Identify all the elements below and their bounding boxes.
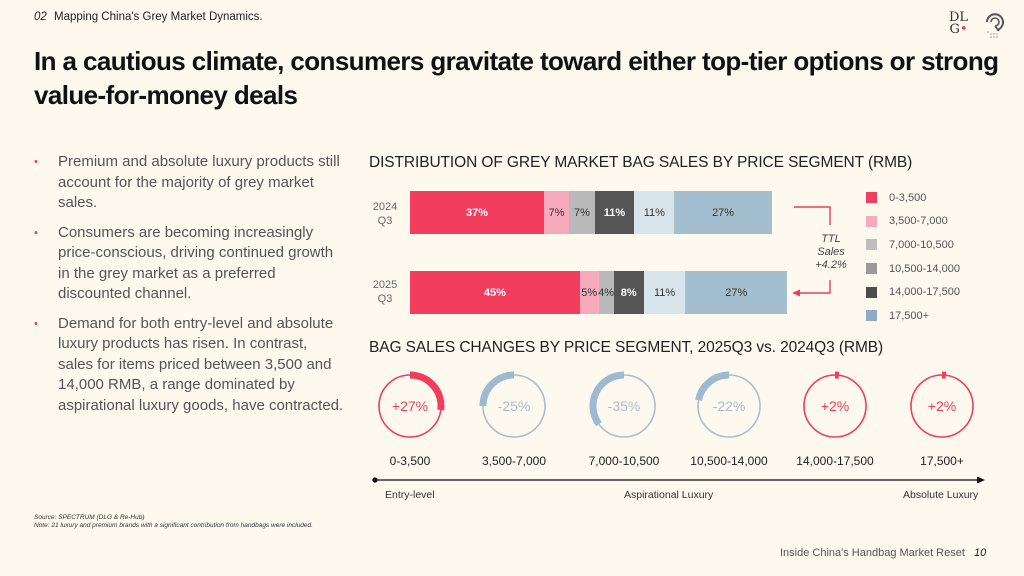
gauge-5: +2% xyxy=(795,366,875,446)
bar-segment-2: 7% xyxy=(543,191,570,234)
gauge-arc xyxy=(589,371,625,427)
bullet-text: Premium and absolute luxury products sti… xyxy=(58,153,340,211)
segment-label: 10,500-14,000 xyxy=(690,454,768,468)
bar-segment-3: 7% xyxy=(569,191,595,234)
page-number: 10 xyxy=(973,547,987,559)
section-title: Mapping China's Grey Market Dynamics. xyxy=(54,11,263,23)
gauge-2: -25% xyxy=(474,366,554,446)
page-title: In a cautious climate, consumers gravita… xyxy=(34,46,999,110)
segment-label: 14,000-17,500 xyxy=(796,454,874,468)
legend-swatch xyxy=(866,310,877,322)
gauge-value: +2% xyxy=(927,398,957,414)
bullet-text: Demand for both entry-level and absolute… xyxy=(58,314,344,414)
year-label-year: 2025 xyxy=(372,279,398,291)
legend-label: 7,000-10,500 xyxy=(889,238,954,251)
year-label-2025: 2025 Q3 xyxy=(370,278,400,306)
gauge-value: +27% xyxy=(391,398,429,414)
bar-segment-5: 11% xyxy=(634,191,675,234)
annotation-line: TTL xyxy=(821,233,841,245)
bar-segment-3: 4% xyxy=(598,271,614,314)
bullet-marker: • xyxy=(34,226,38,239)
legend-label: 0-3,500 xyxy=(889,191,927,204)
logo-dot: • xyxy=(959,22,968,37)
bullet-item: • Premium and absolute luxury products s… xyxy=(34,152,344,214)
bullet-marker: • xyxy=(34,156,38,168)
chart-legend: 0-3,500 3,500-7,000 7,000-10,500 10,500-14,… xyxy=(866,186,960,328)
legend-swatch xyxy=(866,286,877,298)
logo-text-bottom: G xyxy=(949,22,960,37)
bullet-item: • Consumers are becoming increasingly pr… xyxy=(34,223,344,305)
deck-title: Inside China's Handbag Market Reset xyxy=(780,547,965,559)
gauge-arc xyxy=(409,371,445,411)
legend-label: 10,500-14,000 xyxy=(889,262,960,275)
gauge-value: -35% xyxy=(607,398,641,414)
bar-segment-2: 5% xyxy=(579,271,599,314)
price-axis-arrow xyxy=(372,476,985,484)
bullet-list: • Premium and absolute luxury products s… xyxy=(34,152,344,425)
year-label-2024: 2024 Q3 xyxy=(370,200,400,228)
section-heading: 02 Mapping China's Grey Market Dynamics. xyxy=(34,11,263,23)
gauge-arc xyxy=(479,371,515,407)
axis-label-aspirational: Aspirational Luxury xyxy=(624,489,714,501)
year-label-year: 2024 xyxy=(372,201,398,213)
bar-segment-4: 11% xyxy=(594,191,635,234)
bar-2024-q3: 37% 7% 7% 11% 11% 27% xyxy=(410,191,772,234)
gauge-3: -35% xyxy=(584,366,664,446)
legend-label: 14,000-17,500 xyxy=(889,286,960,299)
legend-swatch xyxy=(866,239,877,251)
distribution-chart-title: DISTRIBUTION OF GREY MARKET BAG SALES BY… xyxy=(369,154,913,171)
gauge-6: +2% xyxy=(902,366,982,446)
bar-segment-1: 45% xyxy=(410,271,580,314)
bar-2025-q3: 45% 5% 4% 8% 11% 27% xyxy=(410,271,788,314)
bullet-text: Consumers are becoming increasingly pric… xyxy=(58,223,334,303)
changes-chart-title: BAG SALES CHANGES BY PRICE SEGMENT, 2025… xyxy=(369,339,884,356)
legend-item: 14,000-17,500 xyxy=(866,280,960,304)
bar-segment-6: 27% xyxy=(674,191,772,234)
legend-swatch xyxy=(866,215,877,227)
legend-item: 0-3,500 xyxy=(866,186,960,210)
bar-segment-1: 37% xyxy=(410,191,544,234)
page-footer: Inside China's Handbag Market Reset 10 xyxy=(780,547,986,559)
gauge-4: -22% xyxy=(689,366,769,446)
logo-text-top: DL xyxy=(949,10,969,25)
annotation-line: Sales xyxy=(817,246,845,258)
gauge-value: -22% xyxy=(712,398,746,414)
segment-label: 17,500+ xyxy=(920,454,964,468)
source-note: Source: SPECTRUM (DLG & Re-Hub) xyxy=(34,514,145,521)
bullet-marker: • xyxy=(34,317,38,330)
legend-label: 17,500+ xyxy=(889,309,930,322)
gauge-1: +27% xyxy=(370,366,450,446)
year-label-quarter: Q3 xyxy=(377,293,393,305)
legend-item: 10,500-14,000 xyxy=(866,257,960,281)
footnote: Source: SPECTRUM (DLG & Re-Hub) Note: 21… xyxy=(34,514,313,530)
axis-label-entry-level: Entry-level xyxy=(385,489,435,501)
ttl-sales-arrow-icon xyxy=(792,206,831,297)
year-label-quarter: Q3 xyxy=(377,215,393,227)
segment-label: 3,500-7,000 xyxy=(481,454,547,468)
dlg-logo: DL G• xyxy=(949,10,969,37)
segment-label: 7,000-10,500 xyxy=(588,454,660,468)
bar-segment-4: 8% xyxy=(613,271,644,314)
legend-swatch xyxy=(866,192,877,204)
annotation-line: +4.2% xyxy=(815,259,847,271)
legend-item: 3,500-7,000 xyxy=(866,210,960,234)
legend-swatch xyxy=(866,263,877,275)
methodology-note: Note: 21 luxury and premium brands with … xyxy=(34,522,313,529)
legend-item: 7,000-10,500 xyxy=(866,233,960,257)
ttl-sales-annotation: TTL Sales +4.2% xyxy=(808,233,854,272)
legend-item: 17,500+ xyxy=(866,304,960,328)
bar-segment-6: 27% xyxy=(685,271,788,314)
section-number: 02 xyxy=(34,11,47,23)
segment-label: 0-3,500 xyxy=(389,454,431,468)
gauge-value: -25% xyxy=(497,398,531,414)
axis-label-absolute: Absolute Luxury xyxy=(903,489,979,501)
legend-label: 3,500-7,000 xyxy=(889,215,948,228)
bullet-item: • Demand for both entry-level and absolu… xyxy=(34,314,344,417)
gauge-arc xyxy=(695,371,730,402)
rehub-logo-icon xyxy=(986,13,1004,38)
bar-segment-5: 11% xyxy=(643,271,686,314)
gauge-value: +2% xyxy=(820,398,850,414)
